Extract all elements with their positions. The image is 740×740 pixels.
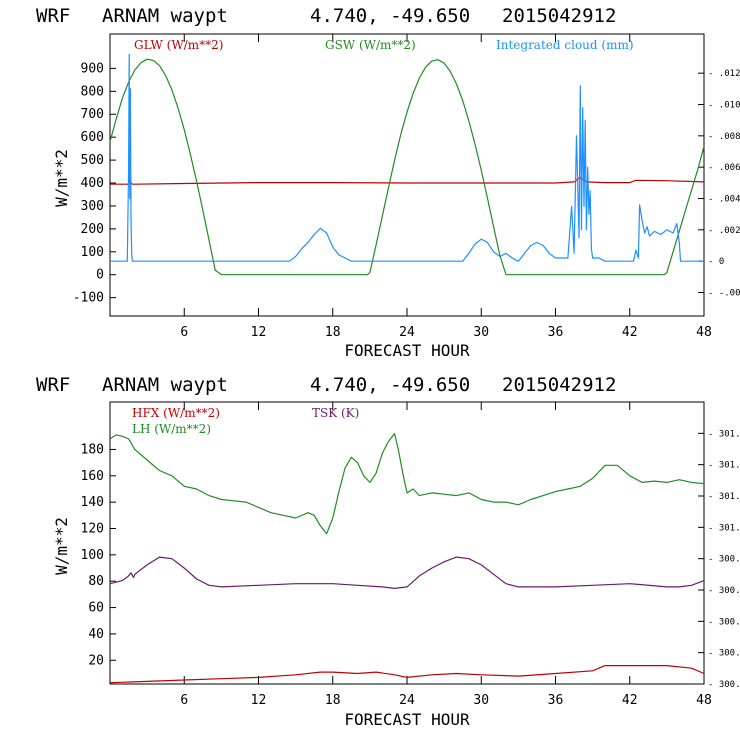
- chart-1-title-station: ARNAM waypt: [102, 5, 228, 27]
- right-tick-label: - .004: [708, 195, 740, 205]
- chart-1-xlabel: FORECAST HOUR: [344, 341, 470, 360]
- x-tick-label: 18: [325, 693, 341, 708]
- chart-2-title-station: ARNAM waypt: [102, 374, 228, 396]
- series-line-lh: [109, 433, 705, 535]
- chart-1-left-axis: -100 0 100 200 300 400 500 600 700 800 900: [73, 61, 116, 306]
- x-tick-label: 12: [251, 693, 267, 708]
- left-tick-label: 160: [81, 469, 104, 484]
- chart-1-x-axis: 6 12 18 24 30 36 42 48: [180, 34, 712, 340]
- x-tick-label: 6: [180, 325, 188, 340]
- chart-1: WRF ARNAM waypt 4.740, -49.650 201504291…: [36, 5, 740, 360]
- chart-2-left-axis: 20 40 60 80 100 120 140 160 180: [81, 442, 116, 668]
- chart-2-ylabel: W/m**2: [52, 517, 71, 575]
- chart-2: WRF ARNAM waypt 4.740, -49.650 201504291…: [36, 374, 740, 729]
- chart-1-title-model: WRF: [36, 5, 70, 27]
- right-tick-label: - 300.4: [708, 617, 740, 627]
- right-tick-label: - .006: [708, 163, 740, 173]
- x-tick-label: 48: [696, 693, 712, 708]
- left-tick-label: 400: [81, 176, 104, 191]
- left-tick-label: 900: [81, 61, 104, 76]
- chart-2-title-coords: 4.740, -49.650: [310, 374, 470, 396]
- chart-1-ylabel: W/m**2: [52, 149, 71, 207]
- right-tick-label: - .012: [708, 69, 740, 79]
- chart-1-right-axis: - .012 - .010 - .008 - .006 - .004 - .002 - 0 -…: [698, 69, 740, 299]
- chart-1-legend-glw: GLW (W/m**2): [134, 38, 223, 52]
- right-tick-label: - .010: [708, 101, 740, 111]
- left-tick-label: 0: [96, 268, 104, 283]
- series-line-integrated: [110, 53, 704, 262]
- chart-2-title-run: 2015042912: [502, 374, 616, 396]
- left-tick-label: 60: [88, 601, 104, 616]
- right-tick-label: - .008: [708, 132, 740, 142]
- right-tick-label: - 301.4: [708, 461, 740, 471]
- x-tick-label: 18: [325, 325, 341, 340]
- right-tick-label: - 300.0: [708, 680, 740, 690]
- chart-2-legend-hfx: HFX (W/m**2): [132, 406, 220, 420]
- right-tick-label: - 301.6: [708, 429, 740, 439]
- series-line-gsw: [109, 58, 705, 276]
- left-tick-label: 180: [81, 442, 104, 457]
- right-tick-label: - 301.2: [708, 492, 740, 502]
- x-tick-label: 48: [696, 325, 712, 340]
- chart-1-title-coords: 4.740, -49.650: [310, 5, 470, 27]
- chart-1-legend-cloud: Integrated cloud (mm): [496, 38, 634, 52]
- series-line-tsk: [109, 556, 705, 590]
- left-tick-label: 800: [81, 84, 104, 99]
- x-tick-label: 30: [473, 693, 489, 708]
- right-tick-label: - 301.0: [708, 523, 740, 533]
- left-tick-label: 140: [81, 495, 104, 510]
- left-tick-label: 120: [81, 522, 104, 537]
- right-tick-label: - 300.6: [708, 586, 740, 596]
- x-tick-label: 24: [399, 693, 415, 708]
- left-tick-label: 100: [81, 548, 104, 563]
- left-tick-label: 20: [88, 653, 104, 668]
- left-tick-label: 200: [81, 222, 104, 237]
- chart-2-series: [109, 433, 705, 684]
- x-tick-label: 36: [548, 693, 564, 708]
- x-tick-label: 6: [180, 693, 188, 708]
- x-tick-label: 12: [251, 325, 267, 340]
- series-line-glw: [110, 175, 705, 185]
- right-tick-label: - 0: [708, 257, 724, 267]
- left-tick-label: 40: [88, 627, 104, 642]
- left-tick-label: 600: [81, 130, 104, 145]
- x-tick-label: 42: [622, 325, 638, 340]
- right-tick-label: - -.002: [708, 289, 740, 299]
- right-tick-label: - 300.8: [708, 555, 740, 565]
- left-tick-label: 80: [88, 574, 104, 589]
- chart-2-legend-lh: LH (W/m**2): [132, 422, 211, 436]
- chart-2-xlabel: FORECAST HOUR: [344, 710, 470, 729]
- chart-2-right-axis: - 301.6 - 301.4 - 301.2 - 301.0 - 300.8 - 300…: [698, 429, 740, 690]
- chart-1-series: [109, 53, 705, 276]
- left-tick-label: -100: [73, 291, 104, 306]
- right-tick-label: - .002: [708, 226, 740, 236]
- x-tick-label: 42: [622, 693, 638, 708]
- chart-1-title-run: 2015042912: [502, 5, 616, 27]
- chart-1-legend-gsw: GSW (W/m**2): [325, 38, 416, 52]
- x-tick-label: 24: [399, 325, 415, 340]
- chart-2-x-axis: 6 12 18 24 30 36 42 48: [180, 402, 712, 708]
- series-line-hfx: [109, 664, 705, 684]
- left-tick-label: 100: [81, 245, 104, 260]
- chart-2-plot-frame: [109, 401, 705, 685]
- chart-2-legend-tsk: TSK (K): [312, 406, 359, 420]
- left-tick-label: 300: [81, 199, 104, 214]
- chart-2-title-model: WRF: [36, 374, 70, 396]
- x-tick-label: 36: [548, 325, 564, 340]
- left-tick-label: 700: [81, 107, 104, 122]
- x-tick-label: 30: [473, 325, 489, 340]
- right-tick-label: - 300.2: [708, 649, 740, 659]
- left-tick-label: 500: [81, 153, 104, 168]
- chart-1-plot-frame: [109, 33, 705, 317]
